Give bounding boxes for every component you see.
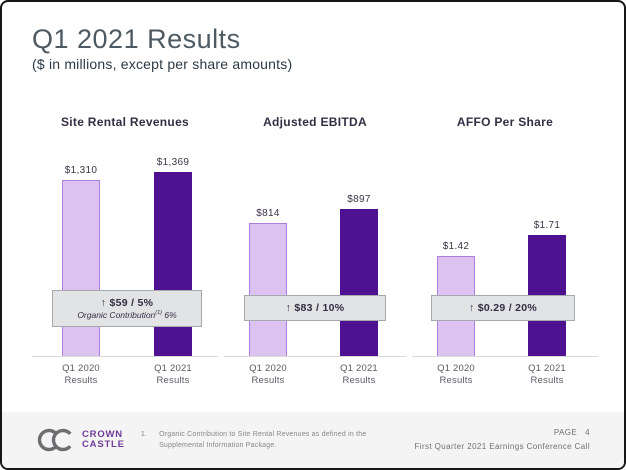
- chart-adjusted-ebitda: Adjusted EBITDA $814 $897 ↑ $83 / 10% Q1…: [224, 107, 406, 386]
- footer: CROWN CASTLE 1. Organic Contribution to …: [2, 412, 624, 468]
- bar-value-label: $897: [347, 194, 371, 205]
- annotation-delta: ↑ $59 / 5%: [100, 297, 154, 309]
- annotation-delta: ↑ $0.29 / 20%: [468, 302, 538, 314]
- chart-title: Site Rental Revenues: [60, 115, 190, 129]
- x-axis-label-q1-2021: Q1 2021 Results: [154, 363, 192, 386]
- event-title: First Quarter 2021 Earnings Conference C…: [414, 442, 590, 451]
- bar-column-q1-2020: $814: [249, 107, 287, 357]
- chart-affo-per-share: AFFO Per Share $1.42 $1.71 ↑ $0.29 / 20%…: [412, 107, 598, 386]
- axis-baseline: [412, 356, 598, 357]
- x-axis-label-q1-2020: Q1 2020 Results: [249, 363, 287, 386]
- x-axis-label-q1-2021: Q1 2021 Results: [528, 363, 566, 386]
- annotation-delta: ↑ $83 / 10%: [285, 302, 345, 314]
- bar-value-label: $1,310: [64, 165, 98, 176]
- footnote-number: 1.: [140, 431, 148, 438]
- annotation-band: ↑ $0.29 / 20%: [431, 295, 575, 321]
- page-number-line: PAGE 4: [553, 428, 590, 437]
- footnote-marker: (1): [155, 310, 163, 317]
- slide-title: Q1 2021 Results: [32, 24, 241, 54]
- bar-q1-2021: [340, 209, 378, 357]
- annotation-band: ↑ $59 / 5% Organic Contribution(1) 6%: [52, 290, 202, 327]
- chart-title: Adjusted EBITDA: [263, 115, 367, 129]
- slide-subtitle: ($ in millions, except per share amounts…: [32, 56, 293, 72]
- x-axis-label-q1-2020: Q1 2020 Results: [62, 363, 100, 386]
- crown-castle-wordmark: CROWN CASTLE: [82, 429, 125, 450]
- bar-q1-2021: [154, 172, 192, 357]
- annotation-band: ↑ $83 / 10%: [244, 295, 386, 321]
- bar-value-label: $1,369: [156, 157, 190, 168]
- bar-column-q1-2020: $1,310: [62, 107, 100, 357]
- page-info: PAGE 4 First Quarter 2021 Earnings Confer…: [415, 426, 591, 454]
- chart-title: AFFO Per Share: [456, 115, 554, 129]
- crown-castle-cc-icon: [37, 428, 75, 452]
- axis-baseline: [32, 356, 218, 357]
- crown-castle-logo: CROWN CASTLE: [36, 426, 125, 454]
- annotation-organic-contribution: Organic Contribution(1) 6%: [77, 310, 177, 320]
- bar-q1-2020: [62, 180, 100, 357]
- footnote: 1. Organic Contribution to Site Rental R…: [141, 429, 377, 451]
- chart-site-rental-revenues: Site Rental Revenues $1,310 $1,369 ↑ $59…: [32, 107, 218, 386]
- bar-column-q1-2021: $897: [340, 107, 378, 357]
- bar-value-label: $1.71: [533, 220, 561, 231]
- bar-q1-2020: [249, 223, 287, 357]
- bar-value-label: $814: [256, 208, 280, 219]
- x-axis-label-q1-2020: Q1 2020 Results: [437, 363, 475, 386]
- footnote-text: Organic Contribution to Site Rental Reve…: [159, 431, 367, 449]
- bar-value-label: $1.42: [442, 241, 470, 252]
- axis-baseline: [224, 356, 406, 357]
- x-axis-label-q1-2021: Q1 2021 Results: [340, 363, 378, 386]
